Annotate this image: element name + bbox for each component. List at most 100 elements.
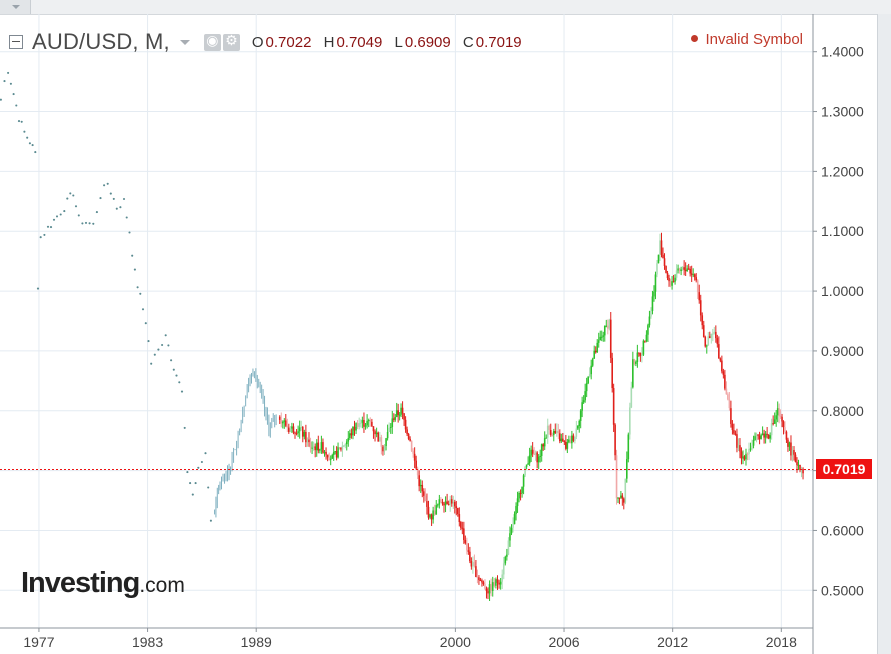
- price-dot: [92, 222, 95, 225]
- candle-body: [507, 540, 510, 555]
- candle-body: [559, 433, 561, 442]
- candle-body: [359, 422, 362, 424]
- price-dot: [125, 216, 128, 219]
- candle-body: [325, 451, 327, 455]
- candle-body: [314, 446, 316, 451]
- right-scroll-strip[interactable]: [877, 14, 891, 654]
- candle-body: [597, 340, 600, 343]
- candle-body: [463, 528, 465, 540]
- price-dot: [189, 482, 192, 485]
- candle-body: [315, 442, 318, 451]
- high-value: 0.7049: [336, 33, 383, 51]
- candle-body: [708, 336, 711, 338]
- top-toolbar-strip: [0, 0, 891, 15]
- candle-body: [400, 407, 402, 415]
- candle-body: [464, 539, 467, 544]
- dropdown-caret-icon[interactable]: [179, 39, 190, 45]
- candle-body: [618, 497, 621, 499]
- candle-body: [278, 416, 281, 420]
- candle-body: [537, 456, 540, 463]
- price-dot: [12, 93, 15, 96]
- candle-body: [606, 325, 609, 329]
- candle-body: [730, 408, 732, 424]
- candle-body: [752, 440, 755, 446]
- candle-body: [656, 263, 658, 275]
- candle-body: [666, 272, 669, 279]
- candle-body: [793, 450, 795, 455]
- candle-body: [487, 591, 489, 594]
- candle-body: [375, 432, 378, 435]
- candle-body: [603, 325, 606, 336]
- candle-body: [298, 427, 301, 432]
- price-dot: [144, 322, 147, 325]
- price-dot: [81, 222, 84, 225]
- candle-body: [347, 437, 350, 442]
- price-dot: [52, 218, 56, 221]
- close-key: C: [462, 33, 474, 51]
- price-dot: [115, 207, 118, 210]
- candle-body: [779, 415, 782, 417]
- candle-body: [734, 433, 737, 435]
- toolbar-collapse-tab[interactable]: [0, 0, 31, 14]
- candle-body: [668, 278, 670, 282]
- candle-body: [571, 435, 573, 444]
- candle-body: [569, 439, 572, 444]
- candle-body: [760, 435, 762, 440]
- candle-body: [746, 453, 749, 455]
- candle-body: [677, 268, 679, 271]
- candle-body: [767, 434, 770, 439]
- price-dot: [139, 292, 142, 295]
- candle-body: [590, 365, 592, 375]
- candle-body: [672, 281, 675, 283]
- price-dot: [122, 197, 126, 201]
- candle-body: [612, 388, 615, 425]
- candle-body: [653, 291, 655, 297]
- low-key: L: [394, 33, 403, 51]
- price-dot: [133, 268, 136, 271]
- candle-body: [409, 438, 411, 441]
- price-dot: [209, 519, 212, 522]
- candle-body: [322, 442, 324, 453]
- candle-body: [743, 456, 746, 460]
- symbol-label[interactable]: AUD/USD, M,: [32, 29, 170, 54]
- candle-body: [292, 426, 295, 433]
- price-dot: [170, 359, 173, 362]
- logo-suffix-text: .com: [139, 574, 185, 597]
- candle-body: [622, 498, 625, 503]
- candle-body: [591, 358, 594, 366]
- candle-body: [608, 319, 611, 329]
- price-dot: [204, 452, 207, 455]
- price-dot: [150, 362, 153, 365]
- candle-body: [306, 439, 309, 443]
- candle-body: [614, 424, 616, 456]
- eye-icon[interactable]: ◉: [203, 33, 221, 51]
- candle-body: [380, 437, 383, 447]
- price-dot: [172, 368, 175, 371]
- price-dot: [191, 493, 194, 496]
- candle-body: [506, 554, 508, 557]
- candle-body: [552, 430, 555, 436]
- gear-icon[interactable]: ⚙: [222, 33, 240, 51]
- candle-body: [584, 391, 586, 401]
- candle-body: [778, 408, 780, 416]
- low-value: 0.6909: [404, 33, 451, 51]
- candle-body: [684, 269, 687, 271]
- price-dot: [23, 130, 26, 133]
- candle-body: [636, 352, 639, 362]
- toggle-collapse-icon[interactable]: [9, 35, 23, 49]
- candle-body: [295, 433, 298, 435]
- candle-body: [482, 582, 485, 584]
- candle-body: [578, 420, 581, 427]
- investing-logo: Investing.com: [21, 567, 185, 600]
- candle-body: [394, 417, 397, 420]
- candle-body: [633, 359, 636, 364]
- candle-body: [626, 459, 628, 479]
- candle-body: [397, 410, 399, 415]
- price-series: [0, 71, 813, 602]
- candle-body: [309, 442, 312, 449]
- candle-body: [533, 453, 535, 455]
- ohlc-values: O 0.7022 H 0.7049 L 0.6909 C 0.7019: [252, 34, 522, 51]
- candle-body: [536, 452, 538, 463]
- candle-body: [303, 431, 306, 437]
